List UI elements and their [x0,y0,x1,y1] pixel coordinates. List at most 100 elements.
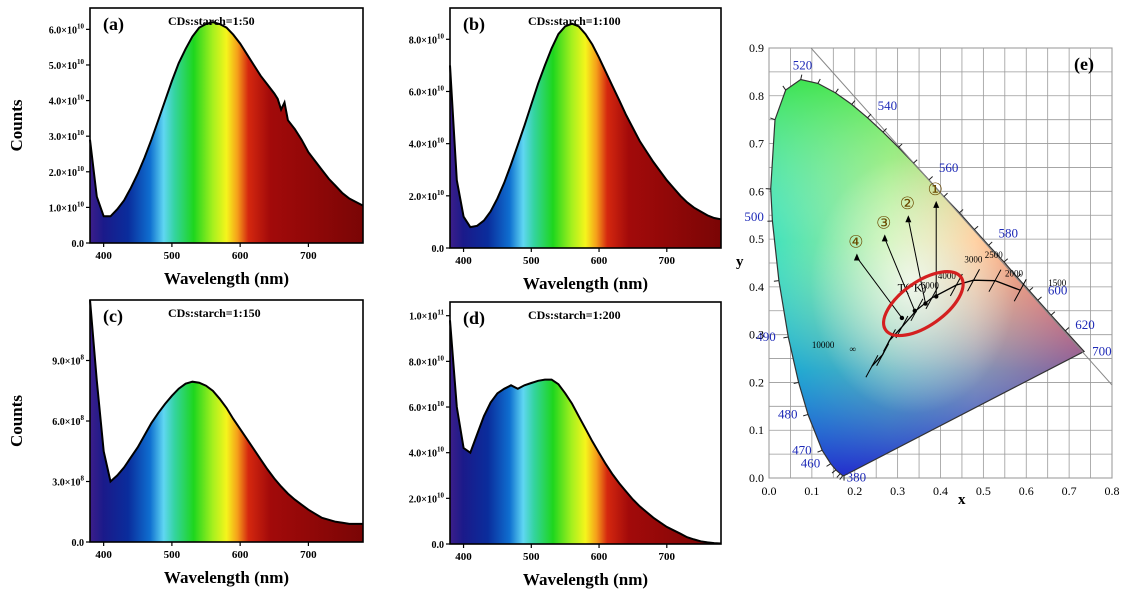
cct-label: 10000 [812,340,835,350]
wavelength-label: 460 [801,456,821,471]
sample-arrowhead [933,200,940,208]
spectrum-line [449,320,722,545]
x-tick-label: 400 [455,255,472,267]
panel-title: CDs:starch=1:150 [168,306,261,320]
cie-y-tick-label: 0.7 [749,137,764,151]
x-tick-label: 500 [523,551,540,563]
locus-tick [826,463,832,467]
y-tick-label: 1.0×1010 [49,200,85,214]
sample-arrow [907,219,926,304]
cie-x-tick-label: 0.8 [1105,484,1120,498]
cie-y-tick-label: 0.4 [749,280,764,294]
x-axis-label: Wavelength (nm) [164,568,289,587]
spectrum-panel-b: 400 500 600 700 0.0 2.0×1010 4.0×1010 6.0×1010 8… [409,7,722,293]
cct-label: 2500 [985,250,1004,260]
y-tick-label: 2.0×1010 [409,491,445,505]
y-tick-label: 6.0×1010 [409,400,445,414]
x-tick-label: 600 [591,551,608,563]
panel-label: (c) [103,306,123,327]
isotherm-line [1013,278,1027,302]
cie-y-tick-label: 0.1 [749,423,764,437]
y-tick-label: 3.0×1010 [49,129,85,143]
y-tick-label: 4.0×1010 [49,94,85,108]
y-tick-label: 3.0×108 [52,475,84,489]
isotherm-line [967,268,980,292]
panel-title: CDs:starch=1:100 [528,14,621,28]
plot-frame [89,7,364,244]
cie-x-tick-label: 0.4 [933,484,948,498]
locus-tick [1050,311,1056,316]
locus-tick [1003,258,1009,263]
panel-label: (a) [103,14,124,35]
cie-x-tick-label: 0.5 [976,484,991,498]
wavelength-label: 380 [847,470,867,485]
isotherm-line [988,269,1002,292]
y-tick-label: 6.0×108 [52,414,84,428]
plot-frame [449,7,722,249]
locus-tick [793,381,799,385]
cie-locus-ticks [765,74,1070,481]
plot-frame [449,301,722,545]
x-tick-label: 500 [523,255,540,267]
panel-title: CDs:starch=1:200 [528,308,621,322]
x-axis-label: Wavelength (nm) [523,570,648,589]
cct-label: ∞ [849,344,855,354]
x-tick-label: 400 [455,551,472,563]
locus-tick [782,85,787,91]
sample-arrowhead [905,215,912,223]
x-tick-label: 500 [164,549,181,561]
wavelength-label: 540 [878,98,898,113]
y-tick-label: 4.0×1010 [409,137,445,151]
wavelength-label: 620 [1075,317,1095,332]
locus-tick [851,100,856,105]
cie-y-tick-label: 0.6 [749,184,764,198]
wavelength-label: 480 [778,406,798,421]
isotherm-line [876,343,890,366]
cie-x-axis-label: x [958,492,966,508]
locus-tick [1016,273,1022,278]
locus-tick [867,113,872,119]
isotherm-line [865,354,879,378]
cie-x-tick-label: 0.3 [890,484,905,498]
y-tick-label: 5.0×1010 [49,58,85,72]
spectrum-panel-d: 400 500 600 700 0.0 2.0×1010 4.0×1010 6.0×1010 8… [409,301,722,589]
cie-y-tick-label: 0.8 [749,89,764,103]
wavelength-label: 560 [939,160,959,175]
locus-tick [943,192,948,197]
y-tick-label: 9.0×108 [52,354,84,368]
cie-y-tick-label: 0.3 [749,328,764,342]
x-axis-label: Wavelength (nm) [164,269,289,288]
sample-point [923,301,928,306]
sample-label: ① [928,180,943,199]
spectrum-line [89,299,363,525]
cct-label: 4000 [938,271,957,281]
locus-tick [839,475,844,480]
y-tick-label: 6.0×1010 [49,22,85,36]
cie-chromaticity-panel: 380460470480490500520540560580600620700 … [736,41,1120,508]
locus-tick [988,241,993,246]
locus-tick [800,74,803,80]
cie-x-tick-label: 0.0 [762,484,777,498]
y-tick-label: 4.0×1010 [409,446,445,460]
locus-tick [803,413,809,417]
x-tick-label: 700 [659,551,676,563]
spectrum-panel-c: 400 500 600 700 0.0 3.0×108 6.0×108 9.0×108 (c) C… [7,299,364,587]
wavelength-label: 490 [756,329,776,344]
cct-label: 2000 [1005,269,1024,279]
locus-tick [1037,296,1042,301]
y-tick-label: 0.0 [72,239,85,250]
spectra-panels: 400 500 600 700 0.0 1.0×1010 2.0×1010 3.0×1010 4… [7,7,722,589]
x-tick-label: 400 [95,549,112,561]
panel-label: (d) [463,308,485,329]
locus-tick [1028,286,1034,292]
y-tick-label: 8.0×1010 [409,354,445,368]
locus-tick [835,88,839,94]
y-tick-label: 1.0×1011 [409,309,444,323]
wavelength-label: 520 [793,58,813,73]
sample-arrow [884,238,916,311]
y-tick-label: 2.0×1010 [409,189,445,203]
x-tick-label: 500 [164,250,181,262]
cct-label: 1500 [1048,278,1067,288]
